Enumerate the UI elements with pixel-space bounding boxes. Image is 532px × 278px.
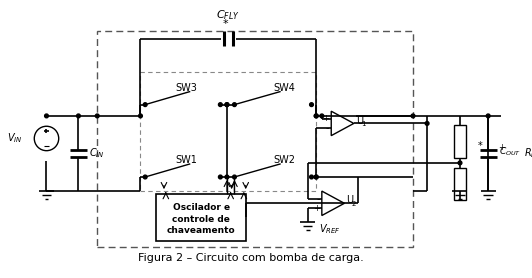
Circle shape (425, 121, 429, 125)
Text: +: + (498, 143, 505, 152)
Circle shape (77, 114, 80, 118)
Circle shape (314, 175, 318, 179)
Circle shape (411, 114, 415, 118)
Circle shape (232, 103, 236, 106)
Circle shape (458, 161, 462, 165)
Text: $C_{OUT}$: $C_{OUT}$ (500, 145, 521, 158)
Text: Figura 2 – Circuito com bomba de carga.: Figura 2 – Circuito com bomba de carga. (138, 252, 364, 262)
Bar (156, 194, 246, 241)
Text: U: U (346, 195, 353, 205)
Circle shape (232, 175, 236, 179)
Circle shape (143, 103, 147, 106)
Circle shape (225, 103, 229, 106)
Circle shape (314, 175, 318, 179)
Text: SW1: SW1 (175, 155, 197, 165)
Circle shape (310, 175, 313, 179)
Text: SW3: SW3 (175, 83, 197, 93)
Bar (454, 168, 466, 200)
Circle shape (45, 114, 48, 118)
Text: $V_{REF}$: $V_{REF}$ (319, 222, 341, 236)
Text: -: - (317, 193, 320, 203)
Bar (454, 125, 466, 158)
Text: 2: 2 (352, 201, 356, 207)
Circle shape (143, 175, 147, 179)
Circle shape (310, 103, 313, 106)
Text: $R_L$: $R_L$ (524, 147, 532, 160)
Circle shape (219, 103, 222, 106)
Text: chaveamento: chaveamento (167, 226, 235, 235)
Circle shape (314, 114, 318, 118)
Text: SW4: SW4 (273, 83, 295, 93)
Text: U: U (356, 116, 363, 126)
Circle shape (513, 114, 517, 118)
Text: SW2: SW2 (273, 155, 295, 165)
Text: +: + (322, 114, 329, 123)
Text: +: + (313, 203, 320, 212)
Bar (140, 72, 316, 191)
Circle shape (219, 175, 222, 179)
Circle shape (314, 114, 318, 118)
Text: $C_{IN}$: $C_{IN}$ (89, 147, 104, 160)
Text: *: * (477, 141, 482, 151)
Text: $V_{IN}$: $V_{IN}$ (6, 131, 22, 145)
Text: Oscilador e: Oscilador e (172, 203, 230, 212)
Circle shape (95, 114, 99, 118)
Circle shape (486, 114, 490, 118)
Text: *: * (223, 19, 228, 29)
Text: controle de: controle de (172, 215, 230, 224)
Text: 1: 1 (361, 121, 366, 127)
Bar (97, 31, 413, 247)
Circle shape (225, 175, 229, 179)
Bar (509, 135, 520, 172)
Circle shape (320, 114, 323, 118)
Circle shape (225, 103, 229, 106)
Text: $C_{FLY}$: $C_{FLY}$ (217, 8, 240, 22)
Text: -: - (326, 123, 329, 133)
Circle shape (139, 114, 143, 118)
